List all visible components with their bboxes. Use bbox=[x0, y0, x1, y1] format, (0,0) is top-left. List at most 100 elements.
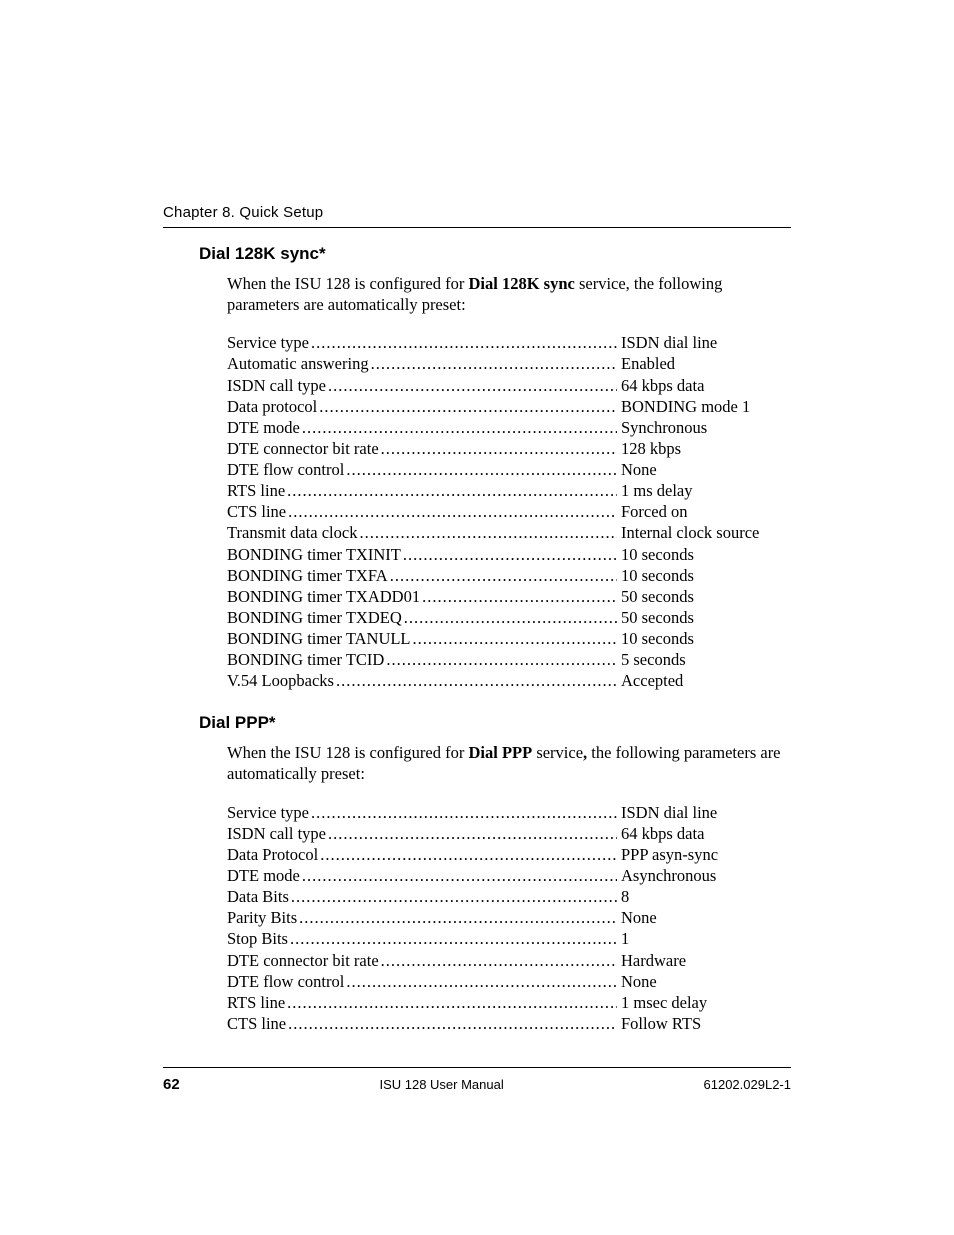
parameter-list-1: Service typeISDN dial lineISDN call type… bbox=[227, 803, 791, 1034]
parameter-value: Hardware bbox=[619, 951, 791, 971]
dot-leader bbox=[288, 502, 617, 522]
dot-leader bbox=[311, 803, 617, 823]
dot-leader bbox=[381, 951, 617, 971]
parameter-value: Enabled bbox=[619, 354, 791, 374]
dot-leader bbox=[328, 824, 617, 844]
page-number: 62 bbox=[163, 1076, 180, 1093]
dot-leader bbox=[359, 523, 617, 543]
intro-text: service bbox=[532, 743, 583, 762]
parameter-row: Automatic answeringEnabled bbox=[227, 354, 791, 374]
dot-leader bbox=[287, 481, 617, 501]
parameter-value: 10 seconds bbox=[619, 566, 791, 586]
dot-leader bbox=[311, 333, 617, 353]
parameter-value: Internal clock source bbox=[619, 523, 791, 543]
parameter-row: BONDING timer TCID 5 seconds bbox=[227, 650, 791, 670]
parameter-row: BONDING timer TXINIT10 seconds bbox=[227, 545, 791, 565]
parameter-row: Data Bits8 bbox=[227, 887, 791, 907]
parameter-label: DTE flow control bbox=[227, 460, 344, 480]
dot-leader bbox=[381, 439, 617, 459]
parameter-row: Data Protocol PPP asyn-sync bbox=[227, 845, 791, 865]
parameter-row: Service typeISDN dial line bbox=[227, 333, 791, 353]
parameter-row: BONDING timer TXADD0150 seconds bbox=[227, 587, 791, 607]
parameter-label: DTE connector bit rate bbox=[227, 951, 379, 971]
parameter-row: Service typeISDN dial line bbox=[227, 803, 791, 823]
parameter-value: 50 seconds bbox=[619, 608, 791, 628]
parameter-label: Data Protocol bbox=[227, 845, 318, 865]
parameter-row: CTS line Follow RTS bbox=[227, 1014, 791, 1034]
parameter-row: RTS line1 msec delay bbox=[227, 993, 791, 1013]
parameter-row: BONDING timer TXFA 10 seconds bbox=[227, 566, 791, 586]
parameter-value: 64 kbps data bbox=[619, 376, 791, 396]
dot-leader bbox=[288, 1014, 617, 1034]
parameter-value: Synchronous bbox=[619, 418, 791, 438]
parameter-label: RTS line bbox=[227, 993, 285, 1013]
dot-leader bbox=[302, 866, 617, 886]
parameter-value: 50 seconds bbox=[619, 587, 791, 607]
footer-right-text: 61202.029L2-1 bbox=[704, 1077, 791, 1092]
dot-leader bbox=[291, 887, 617, 907]
parameter-row: DTE connector bit rate Hardware bbox=[227, 951, 791, 971]
parameter-row: Stop Bits 1 bbox=[227, 929, 791, 949]
parameter-value: Asynchronous bbox=[619, 866, 791, 886]
parameter-row: BONDING timer TXDEQ 50 seconds bbox=[227, 608, 791, 628]
parameter-label: DTE connector bit rate bbox=[227, 439, 379, 459]
parameter-row: DTE flow controlNone bbox=[227, 972, 791, 992]
parameter-value: 1 bbox=[619, 929, 791, 949]
parameter-label: Stop Bits bbox=[227, 929, 288, 949]
parameter-row: ISDN call type64 kbps data bbox=[227, 824, 791, 844]
parameter-row: CTS line Forced on bbox=[227, 502, 791, 522]
dot-leader bbox=[299, 908, 617, 928]
parameter-value: 1 ms delay bbox=[619, 481, 791, 501]
parameter-value: 5 seconds bbox=[619, 650, 791, 670]
parameter-row: DTE flow control None bbox=[227, 460, 791, 480]
page-content: Chapter 8. Quick Setup Dial 128K sync* W… bbox=[163, 204, 791, 1035]
parameter-label: BONDING timer TXFA bbox=[227, 566, 388, 586]
parameter-label: CTS line bbox=[227, 1014, 286, 1034]
dot-leader bbox=[346, 460, 617, 480]
parameter-label: Transmit data clock bbox=[227, 523, 357, 543]
dot-leader bbox=[386, 650, 617, 670]
parameter-label: Data protocol bbox=[227, 397, 317, 417]
parameter-label: BONDING timer TCID bbox=[227, 650, 384, 670]
dot-leader bbox=[422, 587, 617, 607]
dot-leader bbox=[403, 545, 617, 565]
dot-leader bbox=[320, 845, 617, 865]
parameter-value: 10 seconds bbox=[619, 545, 791, 565]
parameter-value: 128 kbps bbox=[619, 439, 791, 459]
dot-leader bbox=[336, 671, 617, 691]
parameter-label: RTS line bbox=[227, 481, 285, 501]
parameter-label: Parity Bits bbox=[227, 908, 297, 928]
dot-leader bbox=[328, 376, 617, 396]
parameter-value: None bbox=[619, 908, 791, 928]
parameter-value: None bbox=[619, 460, 791, 480]
intro-bold: Dial PPP bbox=[468, 743, 532, 762]
dot-leader bbox=[290, 929, 617, 949]
section-intro-1: When the ISU 128 is configured for Dial … bbox=[227, 743, 791, 784]
parameter-label: DTE mode bbox=[227, 418, 300, 438]
dot-leader bbox=[404, 608, 617, 628]
dot-leader bbox=[319, 397, 617, 417]
parameter-value: BONDING mode 1 bbox=[619, 397, 791, 417]
section-title-dial-128k-sync: Dial 128K sync* bbox=[199, 244, 791, 264]
intro-bold: Dial 128K sync bbox=[468, 274, 574, 293]
footer-center-text: ISU 128 User Manual bbox=[180, 1077, 704, 1092]
parameter-label: ISDN call type bbox=[227, 824, 326, 844]
chapter-header: Chapter 8. Quick Setup bbox=[163, 204, 791, 221]
parameter-label: CTS line bbox=[227, 502, 286, 522]
parameter-label: BONDING timer TANULL bbox=[227, 629, 411, 649]
dot-leader bbox=[302, 418, 617, 438]
parameter-row: DTE connector bit rate 128 kbps bbox=[227, 439, 791, 459]
parameter-value: Follow RTS bbox=[619, 1014, 791, 1034]
parameter-value: ISDN dial line bbox=[619, 333, 791, 353]
parameter-row: Data protocol BONDING mode 1 bbox=[227, 397, 791, 417]
parameter-label: DTE mode bbox=[227, 866, 300, 886]
intro-text: When the ISU 128 is configured for bbox=[227, 274, 468, 293]
page: Chapter 8. Quick Setup Dial 128K sync* W… bbox=[0, 0, 954, 1235]
parameter-row: DTE mode Asynchronous bbox=[227, 866, 791, 886]
parameter-value: PPP asyn-sync bbox=[619, 845, 791, 865]
footer-rule bbox=[163, 1067, 791, 1068]
parameter-label: V.54 Loopbacks bbox=[227, 671, 334, 691]
parameter-label: BONDING timer TXDEQ bbox=[227, 608, 402, 628]
parameter-value: Forced on bbox=[619, 502, 791, 522]
dot-leader bbox=[390, 566, 617, 586]
